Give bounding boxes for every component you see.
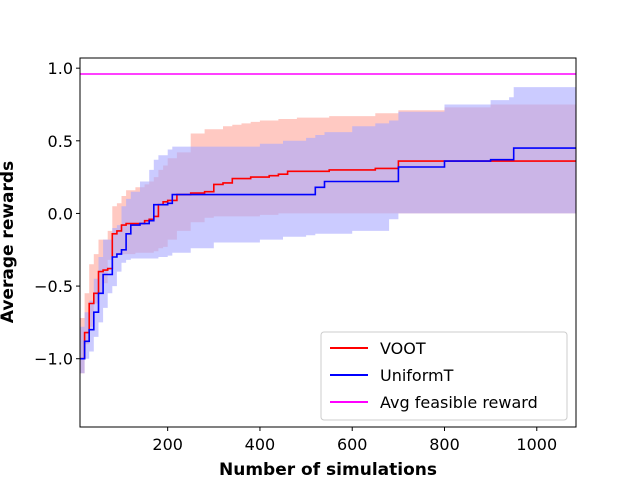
line-voot	[80, 160, 576, 360]
y-axis-ticks: −1.0 −0.5 0.0 0.5 1.0	[34, 59, 80, 369]
band-uniformt	[80, 87, 576, 388]
legend-label: UniformT	[380, 366, 454, 385]
x-tick-label: 400	[245, 435, 276, 454]
series-lines	[80, 73, 576, 360]
y-tick-label: −1.0	[34, 350, 73, 369]
legend: VOOT UniformT Avg feasible reward	[320, 331, 568, 421]
confidence-bands	[80, 87, 576, 403]
x-axis-ticks: 200 400 600 800 1000	[152, 427, 557, 454]
y-tick-label: 1.0	[48, 59, 73, 78]
y-tick-label: 0.0	[48, 204, 73, 223]
x-tick-label: 200	[152, 435, 183, 454]
legend-label: Avg feasible reward	[380, 393, 538, 412]
legend-label: VOOT	[380, 339, 426, 358]
plot-frame	[79, 57, 577, 428]
y-tick-label: −0.5	[34, 277, 73, 296]
y-tick-label: 0.5	[48, 132, 73, 151]
x-axis-label: Number of simulations	[219, 460, 437, 480]
legend-box	[320, 331, 568, 421]
x-tick-label: 1000	[516, 435, 557, 454]
line-uniformt	[80, 147, 576, 360]
x-tick-label: 800	[429, 435, 460, 454]
y-axis-label: Average rewards	[0, 161, 18, 323]
x-tick-label: 600	[337, 435, 368, 454]
